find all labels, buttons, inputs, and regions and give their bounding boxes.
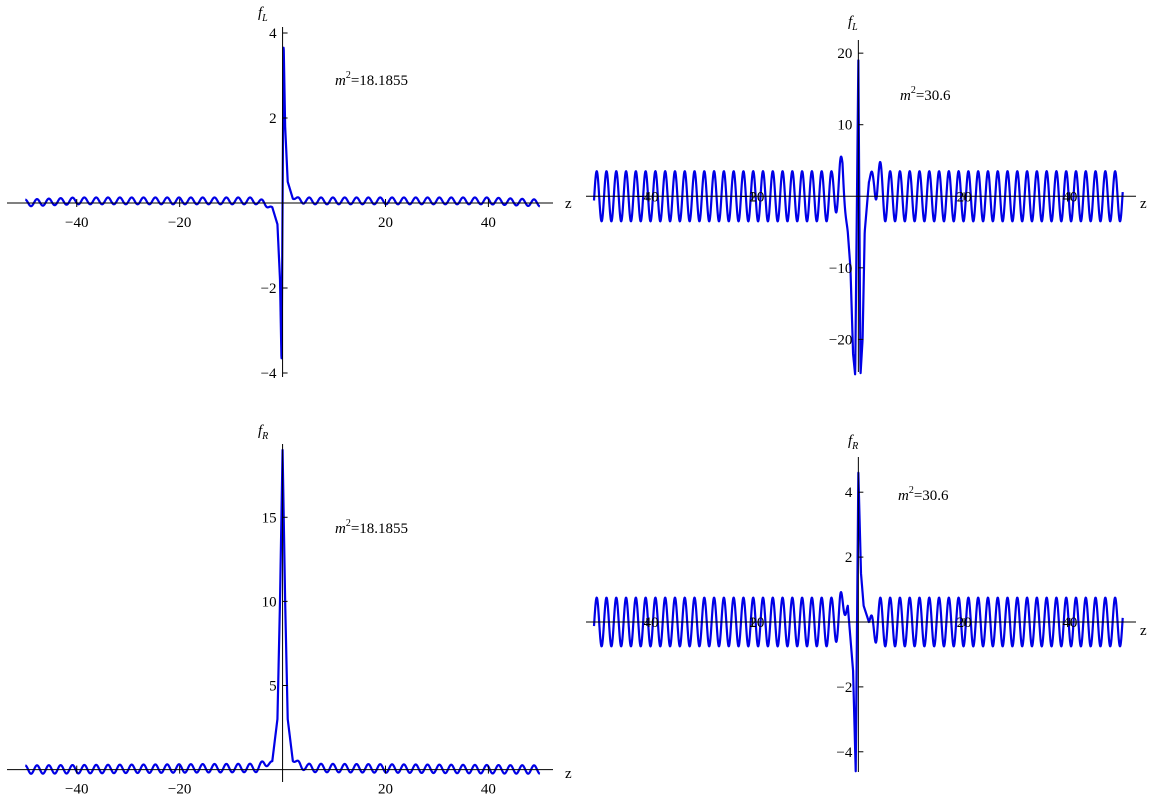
x-tick-label: −20	[168, 782, 191, 798]
y-tick-label: −20	[829, 332, 852, 348]
mass-annotation: m2=30.6	[900, 85, 951, 104]
y-axis-label: fR	[258, 423, 268, 442]
x-tick-label: −20	[168, 215, 191, 231]
y-axis-label: fL	[258, 5, 268, 24]
x-tick-label: −20	[741, 615, 764, 631]
y-tick-label: 20	[837, 46, 852, 62]
chart-svg: −40 −20 20 40 −4 −2 2 4 z fR m2=30.6	[586, 433, 1147, 773]
x-tick-label: −40	[635, 189, 658, 205]
y-tick-label: 2	[845, 550, 853, 566]
y-axis-label: fR	[848, 433, 858, 452]
x-tick-label: 20	[957, 189, 972, 205]
y-tick-label: −4	[261, 366, 277, 382]
x-axis-label: z	[1140, 196, 1147, 212]
x-tick-label: −40	[65, 782, 88, 798]
x-tick-label: −40	[635, 615, 658, 631]
chart-svg: −40 −20 20 40 5 10 15 z fR m2=18.1855	[7, 423, 572, 798]
x-tick-label: 40	[481, 782, 496, 798]
mass-annotation: m2=18.1855	[335, 70, 408, 89]
y-tick-label: 4	[269, 26, 277, 42]
y-tick-label: −2	[261, 281, 277, 297]
y-tick-label: 5	[269, 678, 277, 694]
y-tick-label: −10	[829, 261, 852, 277]
y-tick-label: −2	[836, 680, 852, 696]
y-tick-label: 4	[845, 485, 853, 501]
y-tick-label: 15	[262, 510, 277, 526]
x-tick-label: −20	[741, 189, 764, 205]
chart-svg: −40 −20 20 40 −20 −10 10 20 z fL m2=30.6	[586, 14, 1147, 376]
chart-svg: −40 −20 20 40 −4 −2 2 4 z fL m2=18.1855	[7, 5, 572, 382]
y-tick-label: 10	[837, 118, 852, 134]
x-axis-label: z	[565, 766, 572, 782]
x-axis-label: z	[565, 196, 572, 212]
x-tick-label: 40	[1062, 615, 1077, 631]
x-tick-label: 40	[1062, 189, 1077, 205]
y-tick-label: 2	[269, 111, 277, 127]
chart-panel-fl-18: −40 −20 20 40 −4 −2 2 4 z fL m2=18.1855	[0, 0, 580, 400]
mass-annotation: m2=30.6	[898, 485, 949, 504]
chart-panel-fr-30: −40 −20 20 40 −4 −2 2 4 z fR m2=30.6	[580, 400, 1151, 799]
chart-panel-fl-30: −40 −20 20 40 −20 −10 10 20 z fL m2=30.6	[580, 0, 1151, 400]
y-tick-label: 10	[262, 594, 277, 610]
y-axis-label: fL	[848, 14, 858, 33]
x-tick-label: 20	[957, 615, 972, 631]
x-axis-label: z	[1140, 623, 1147, 639]
mass-annotation: m2=18.1855	[335, 518, 408, 537]
y-tick-label: −4	[836, 745, 852, 761]
chart-panel-fr-18: −40 −20 20 40 5 10 15 z fR m2=18.1855	[0, 400, 580, 799]
x-tick-label: −40	[65, 215, 88, 231]
x-tick-label: 20	[378, 215, 393, 231]
x-tick-label: 40	[481, 215, 496, 231]
x-tick-label: 20	[378, 782, 393, 798]
